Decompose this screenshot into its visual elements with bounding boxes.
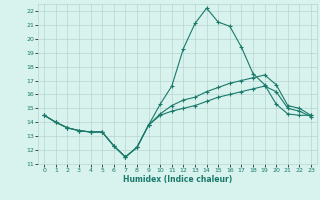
X-axis label: Humidex (Indice chaleur): Humidex (Indice chaleur) — [123, 175, 232, 184]
